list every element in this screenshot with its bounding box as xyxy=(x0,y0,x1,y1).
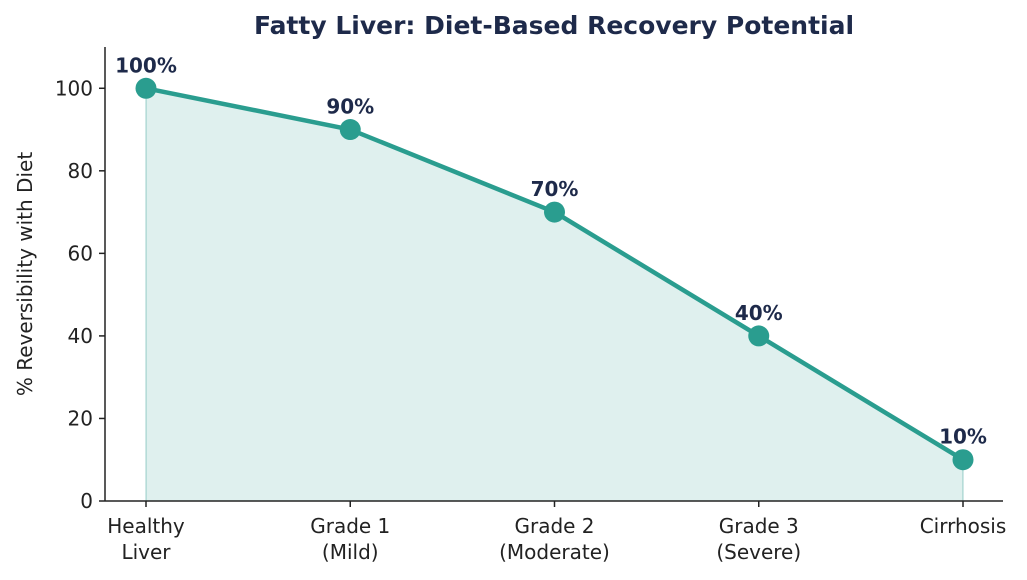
x-tick-label-line: Healthy xyxy=(107,514,185,538)
x-tick-label-line: (Mild) xyxy=(322,540,379,564)
y-tick-label: 0 xyxy=(80,489,93,513)
data-label: 10% xyxy=(939,425,987,449)
y-tick-label: 60 xyxy=(68,241,93,265)
x-tick-label-line: Grade 1 xyxy=(310,514,390,538)
data-label: 40% xyxy=(735,301,783,325)
data-label: 100% xyxy=(115,53,177,77)
data-label: 70% xyxy=(531,177,579,201)
data-point xyxy=(544,201,565,223)
x-tick-label-line: Liver xyxy=(121,540,171,564)
y-tick-label: 100 xyxy=(55,76,93,100)
chart-title: Fatty Liver: Diet-Based Recovery Potenti… xyxy=(254,11,854,40)
x-tick-label-line: Grade 3 xyxy=(719,514,799,538)
y-tick-label: 20 xyxy=(68,406,93,430)
x-tick-label: Grade 1 (Mild) xyxy=(310,514,390,564)
data-point xyxy=(748,325,770,347)
data-label: 90% xyxy=(326,95,374,119)
x-tick-label-line: Grade 2 xyxy=(514,514,594,538)
y-axis-label: % Reversibility with Diet xyxy=(13,152,37,396)
x-tick-label-line: (Severe) xyxy=(716,540,801,564)
x-tick-label-line: (Moderate) xyxy=(499,540,610,564)
x-tick-label: Healthy Liver xyxy=(107,514,185,564)
y-tick-label: 80 xyxy=(68,159,93,183)
data-point xyxy=(135,77,157,99)
data-point xyxy=(952,449,974,471)
y-tick-label: 40 xyxy=(68,324,93,348)
x-tick-label-line: Cirrhosis xyxy=(920,514,1007,538)
x-tick-label: Grade 2 (Moderate) xyxy=(499,514,610,564)
area-fill xyxy=(146,88,963,501)
x-tick-label: Grade 3 (Severe) xyxy=(716,514,801,564)
x-tick-label: Cirrhosis xyxy=(920,514,1007,538)
data-point xyxy=(339,119,361,141)
